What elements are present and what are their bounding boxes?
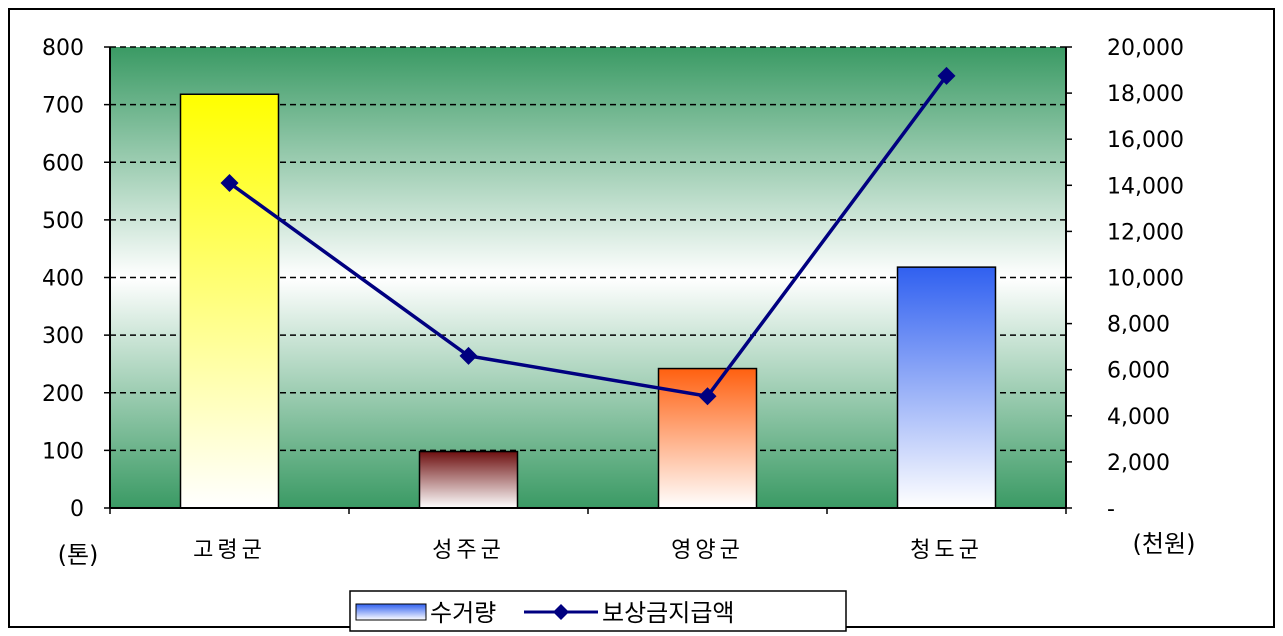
bar-1 [179,93,280,509]
right-tick-label: 6,000 [1107,359,1170,384]
bar-series [179,93,997,509]
line-point-1 [220,173,239,192]
right-tick-label: 18,000 [1107,82,1184,107]
right-tick-label: 2,000 [1107,451,1170,476]
left-tick-label: 400 [42,267,84,292]
axes [104,46,1072,514]
line-point-3 [698,387,717,406]
left-tick-label: 500 [42,209,84,234]
legend-line-label: 보상금지급액 [602,599,734,627]
legend: 수거량 보상금지급액 [349,590,847,632]
right-axis-ticks: - 2,000 4,000 6,000 8,000 10,000 12,000 14,000 1… [1107,36,1184,522]
bar-2 [418,450,519,509]
category-label: 성주군 [432,538,505,563]
category-label: 청도군 [910,538,983,563]
line-series [220,66,956,406]
right-tick-label: 4,000 [1107,405,1170,430]
left-axis-unit-label: (톤) [58,541,99,569]
bar-4 [896,266,997,509]
right-tick-label: 14,000 [1107,174,1184,199]
category-labels: 고령군 성주군 영양군 청도군 [193,538,983,563]
right-tick-label: 20,000 [1107,36,1184,61]
left-tick-label: 0 [70,497,84,522]
legend-line-marker [553,604,569,620]
right-tick-label: 12,000 [1107,220,1184,245]
left-axis-ticks: 0 100 200 300 400 500 600 700 800 [42,36,84,522]
left-tick-label: 700 [42,94,84,119]
category-label: 영양군 [671,538,744,563]
line-path [228,74,948,399]
left-tick-label: 800 [42,36,84,61]
line-point-2 [459,346,478,365]
right-tick-label: 8,000 [1107,313,1170,338]
right-tick-label: - [1107,497,1115,522]
legend-bar-label: 수거량 [430,599,496,627]
left-tick-label: 300 [42,324,84,349]
right-tick-label: 10,000 [1107,267,1184,292]
left-tick-label: 600 [42,151,84,176]
category-label: 고령군 [193,538,266,563]
right-tick-label: 16,000 [1107,128,1184,153]
left-tick-label: 200 [42,382,84,407]
legend-bar-swatch [355,603,427,621]
line-point-4 [937,66,956,85]
right-axis-unit-label: (천원) [1133,530,1196,558]
left-tick-label: 100 [42,439,84,464]
